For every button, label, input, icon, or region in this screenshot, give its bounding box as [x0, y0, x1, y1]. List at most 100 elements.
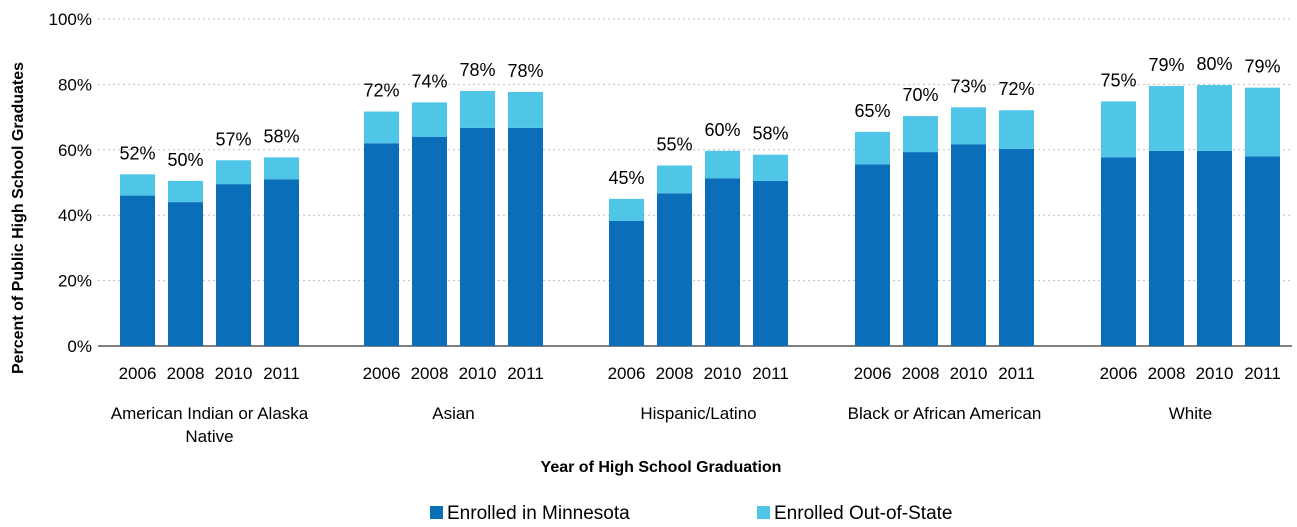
- total-data-label: 52%: [119, 143, 155, 163]
- x-tick-year: 2006: [363, 364, 401, 383]
- x-tick-year: 2011: [752, 364, 789, 383]
- y-tick-label: 40%: [58, 206, 92, 225]
- group-label: Black or African American: [848, 404, 1042, 423]
- x-axis-year-labels: 2006 2008 2010 2011 2006 2008 2010 2011 2006 2008…: [119, 364, 1281, 383]
- legend-label-minnesota: Enrolled in Minnesota: [447, 503, 630, 524]
- total-data-label: 73%: [950, 76, 986, 96]
- bar-minnesota: [1149, 150, 1184, 346]
- bar-minnesota: [903, 152, 938, 346]
- bar-minnesota: [753, 180, 788, 346]
- bar-out-of-state: [364, 111, 399, 144]
- group-label: Hispanic/Latino: [640, 404, 756, 423]
- bar-minnesota: [412, 136, 447, 346]
- bar-minnesota: [657, 193, 692, 346]
- bar-out-of-state: [1197, 85, 1232, 151]
- bar-minnesota: [855, 164, 890, 346]
- bar-out-of-state: [999, 110, 1034, 149]
- total-data-label: 79%: [1244, 57, 1280, 77]
- total-data-label: 78%: [507, 61, 543, 81]
- x-tick-year: 2011: [1244, 364, 1281, 383]
- bar-out-of-state: [903, 116, 938, 153]
- group-label: American Indian or Alaska: [111, 404, 309, 423]
- legend-swatch-out-of-state: [757, 506, 770, 519]
- bar-out-of-state: [1245, 87, 1280, 157]
- x-tick-year: 2011: [507, 364, 544, 383]
- x-axis-title: Year of High School Graduation: [541, 459, 782, 476]
- total-data-label: 80%: [1196, 54, 1232, 74]
- y-tick-label: 60%: [58, 141, 92, 160]
- x-tick-year: 2008: [656, 364, 694, 383]
- bar-out-of-state: [1101, 101, 1136, 158]
- x-tick-year: 2010: [704, 364, 742, 383]
- bar-out-of-state: [216, 160, 251, 185]
- x-tick-year: 2011: [263, 364, 300, 383]
- y-axis-title: Percent of Public High School Graduates: [10, 62, 27, 374]
- x-tick-year: 2008: [167, 364, 205, 383]
- x-tick-year: 2006: [1100, 364, 1138, 383]
- total-data-label: 55%: [656, 134, 692, 154]
- bar-out-of-state: [168, 180, 203, 203]
- group-label: White: [1169, 404, 1212, 423]
- x-tick-year: 2010: [215, 364, 253, 383]
- bar-out-of-state: [1149, 86, 1184, 151]
- x-tick-year: 2008: [1148, 364, 1186, 383]
- legend-swatch-minnesota: [430, 506, 443, 519]
- total-data-label: 72%: [363, 81, 399, 101]
- y-tick-label: 0%: [67, 337, 92, 356]
- x-tick-year: 2011: [998, 364, 1035, 383]
- x-tick-year: 2008: [411, 364, 449, 383]
- x-tick-year: 2010: [950, 364, 988, 383]
- total-data-label: 72%: [998, 79, 1034, 99]
- bar-minnesota: [1197, 150, 1232, 346]
- total-data-label: 50%: [167, 150, 203, 170]
- total-data-label: 45%: [608, 168, 644, 188]
- bar-out-of-state: [508, 91, 543, 128]
- y-tick-label: 80%: [58, 75, 92, 94]
- bar-out-of-state: [855, 131, 890, 165]
- bar-out-of-state: [609, 198, 644, 221]
- y-axis-ticks: 0% 20% 40% 60% 80% 100%: [49, 10, 92, 356]
- bar-minnesota: [264, 179, 299, 346]
- x-tick-year: 2010: [1196, 364, 1234, 383]
- total-data-label: 58%: [752, 124, 788, 144]
- x-tick-year: 2010: [459, 364, 497, 383]
- total-data-label: 70%: [902, 85, 938, 105]
- bar-out-of-state: [412, 102, 447, 137]
- total-data-label: 79%: [1148, 55, 1184, 75]
- bar-out-of-state: [120, 174, 155, 196]
- bar-out-of-state: [705, 150, 740, 179]
- total-data-label: 58%: [263, 126, 299, 146]
- x-tick-year: 2006: [119, 364, 157, 383]
- bar-minnesota: [216, 184, 251, 346]
- legend: Enrolled in Minnesota Enrolled Out-of-St…: [430, 503, 952, 524]
- total-data-label: 57%: [215, 129, 251, 149]
- total-data-label: 75%: [1100, 70, 1136, 90]
- x-axis-group-labels: American Indian or Alaska Native Asian Hisp…: [111, 404, 1212, 446]
- group-label: Asian: [432, 404, 475, 423]
- bar-minnesota: [609, 220, 644, 346]
- x-tick-year: 2008: [902, 364, 940, 383]
- bar-minnesota: [705, 178, 740, 346]
- group-label: Native: [185, 427, 233, 446]
- total-labels: 52% 50% 57% 58% 72% 74% 78% 78% 45% 55% 60% 58% 65% 7…: [119, 54, 1280, 188]
- total-data-label: 74%: [411, 71, 447, 91]
- bar-minnesota: [1245, 156, 1280, 346]
- x-tick-year: 2006: [608, 364, 646, 383]
- total-data-label: 78%: [459, 60, 495, 80]
- x-tick-year: 2006: [854, 364, 892, 383]
- bar-minnesota: [508, 127, 543, 347]
- gridlines: [98, 18, 1292, 282]
- bar-out-of-state: [657, 165, 692, 194]
- bar-out-of-state: [753, 154, 788, 181]
- bar-minnesota: [168, 202, 203, 346]
- bar-minnesota: [1101, 157, 1136, 346]
- legend-label-out-of-state: Enrolled Out-of-State: [774, 503, 952, 524]
- bar-out-of-state: [460, 90, 495, 128]
- y-tick-label: 20%: [58, 272, 92, 291]
- bar-minnesota: [460, 127, 495, 347]
- bar-out-of-state: [264, 157, 299, 180]
- bar-minnesota: [364, 143, 399, 346]
- bars: [120, 85, 1280, 347]
- bar-out-of-state: [951, 107, 986, 145]
